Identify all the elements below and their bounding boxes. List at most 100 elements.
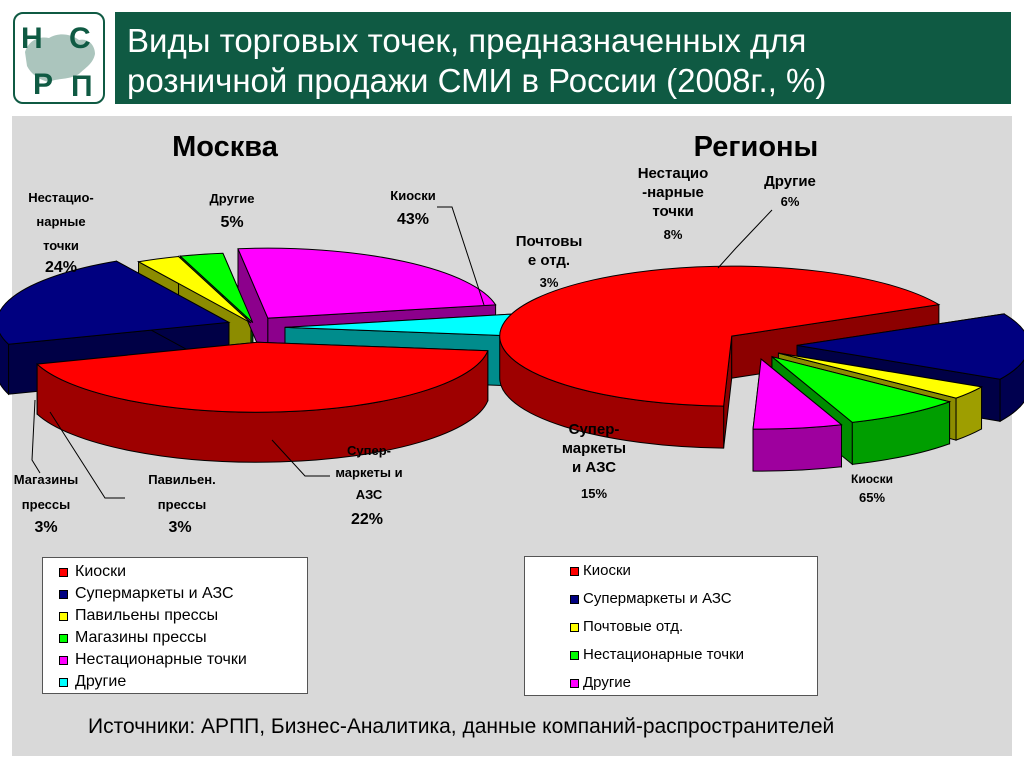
- legend-swatch: [570, 595, 579, 604]
- legend-label: Нестационарные точки: [583, 646, 745, 663]
- pie-slice: [771, 356, 952, 423]
- regions-pie: [499, 265, 1024, 472]
- data-label: Супер-маркеты и АЗС 15%: [562, 421, 626, 501]
- legend-item: Нестационарные точки: [43, 651, 307, 671]
- moscow-legend: Киоски Супермаркеты и АЗС Павильены прессы…: [42, 557, 308, 694]
- chart-title: Москва: [172, 131, 279, 163]
- legend-swatch: [570, 623, 579, 632]
- legend-label: Киоски: [583, 562, 631, 579]
- legend-swatch: [59, 590, 68, 599]
- data-label-text: АЗС: [356, 487, 383, 502]
- data-label-text: Павильен.: [148, 472, 216, 487]
- legend-label: Почтовые отд.: [583, 618, 684, 635]
- data-label: Павильен. прессы 3%: [148, 472, 216, 536]
- pie-slice: [778, 352, 984, 399]
- logo-letter: Р: [33, 68, 53, 101]
- data-label-text: Супер-: [347, 443, 391, 458]
- leader-line: [437, 206, 485, 306]
- legend-item: Киоски: [525, 562, 817, 582]
- leader-line: [271, 439, 330, 477]
- pie-slice: [137, 255, 252, 324]
- legend-label: Магазины прессы: [75, 629, 207, 646]
- regions-legend: Киоски Супермаркеты и АЗС Почтовые отд. Нес…: [524, 556, 818, 696]
- pie-slice-rim: [752, 424, 842, 472]
- data-label-text: точки: [652, 203, 693, 220]
- data-label-text: Другие: [210, 191, 255, 206]
- data-label-text: -нарные: [642, 184, 704, 201]
- data-label: Магазины прессы 3%: [14, 472, 78, 536]
- legend-label: Киоски: [75, 563, 127, 580]
- page-title-line-2: розничной продажи СМИ в России (2008г., …: [127, 62, 827, 99]
- legend-item: Магазины прессы: [43, 629, 307, 649]
- chart-title: Регионы: [694, 131, 819, 163]
- pie-slice-rim: [999, 358, 1024, 423]
- data-label: Почтовы е отд. 3%: [516, 233, 583, 290]
- legend-item: Супермаркеты и АЗС: [525, 590, 817, 610]
- data-label-text: Другие: [764, 173, 816, 190]
- leader-line: [49, 411, 125, 499]
- legend-item: Киоски: [43, 563, 307, 583]
- data-label-text: е отд.: [528, 252, 570, 269]
- data-label-text: Супер-: [569, 421, 620, 438]
- data-label-text: маркеты: [562, 440, 626, 457]
- data-label-text: точки: [43, 238, 79, 253]
- logo-letter: С: [69, 22, 91, 55]
- data-label-value: 24%: [45, 259, 77, 276]
- legend-swatch: [570, 651, 579, 660]
- data-label-text: прессы: [22, 497, 70, 512]
- data-label: Киоски 43%: [390, 188, 435, 228]
- legend-swatch: [570, 679, 579, 688]
- pie-slice: [35, 341, 489, 413]
- data-label-text: и АЗС: [572, 459, 616, 476]
- legend-item: Другие: [525, 674, 817, 694]
- data-label-value: 22%: [351, 511, 383, 528]
- legend-swatch: [59, 612, 68, 621]
- data-label: Супер-маркеты и АЗС 22%: [335, 443, 402, 528]
- logo-letter: Н: [21, 22, 43, 55]
- legend-label: Павильены прессы: [75, 607, 219, 624]
- data-label-value: 65%: [859, 490, 885, 505]
- legend-swatch: [59, 634, 68, 643]
- data-label: Нестацио -нарные точки 8%: [638, 165, 709, 242]
- data-label-text: Киоски: [851, 472, 893, 486]
- data-label-text: Почтовы: [516, 233, 583, 250]
- legend-swatch: [59, 678, 68, 687]
- title-bar: Виды торговых точек, предназначенных для…: [115, 12, 1011, 104]
- legend-label: Нестационарные точки: [75, 651, 247, 668]
- legend-item: Супермаркеты и АЗС: [43, 585, 307, 605]
- leader-line: [31, 399, 41, 474]
- data-label-value: 6%: [781, 194, 800, 209]
- data-label-text: нарные: [36, 214, 85, 229]
- data-label: Нестацио-нарные точки 24%: [28, 190, 94, 276]
- legend-swatch: [59, 568, 68, 577]
- logo-graphic: Н СР П: [13, 12, 105, 104]
- data-label-value: 43%: [397, 211, 429, 228]
- legend-swatch: [570, 567, 579, 576]
- data-label-text: Магазины: [14, 472, 78, 487]
- moscow-pie: [0, 247, 518, 463]
- legend-label: Супермаркеты и АЗС: [75, 585, 234, 602]
- data-label: Другие 5%: [210, 191, 255, 231]
- data-label-value: 3%: [34, 519, 57, 536]
- data-label: Киоски 65%: [851, 472, 893, 505]
- data-label-value: 3%: [540, 275, 559, 290]
- legend-label: Супермаркеты и АЗС: [583, 590, 732, 607]
- data-label-value: 15%: [581, 486, 607, 501]
- data-label-text: прессы: [158, 497, 206, 512]
- legend-item: Другие: [43, 673, 307, 693]
- data-label-text: маркеты и: [335, 465, 402, 480]
- data-label: Другие 6%: [764, 173, 816, 209]
- logo-letter: П: [71, 70, 93, 103]
- data-label-value: 5%: [220, 214, 243, 231]
- data-label-text: Нестацио-: [28, 190, 94, 205]
- legend-label: Другие: [583, 674, 632, 691]
- legend-label: Другие: [75, 673, 127, 690]
- pie-slice: [179, 252, 254, 324]
- pie-slice: [752, 358, 843, 430]
- pie-slice: [499, 265, 941, 407]
- legend-item: Нестационарные точки: [525, 646, 817, 666]
- data-label-value: 3%: [168, 519, 191, 536]
- data-label-text: Киоски: [390, 188, 435, 203]
- pie-slice: [0, 260, 231, 345]
- pie-slice: [237, 247, 497, 319]
